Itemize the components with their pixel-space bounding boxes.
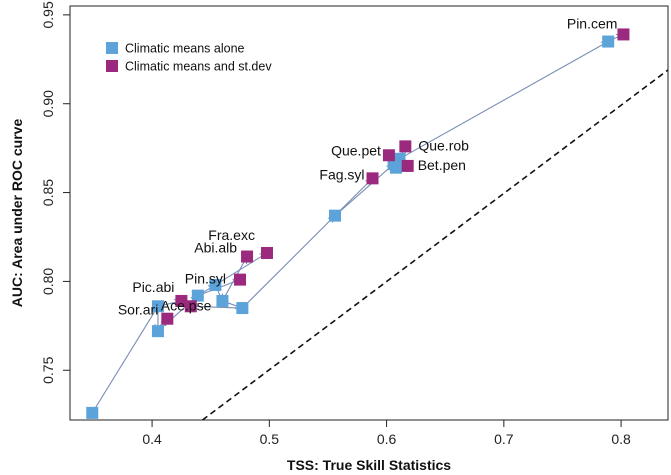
plot-frame [69, 5, 669, 421]
species-label: Que.rob [418, 137, 469, 153]
reference-line-group [202, 69, 669, 421]
legend-label: Climatic means alone [125, 42, 245, 56]
point-climatic-means-and-stdev [401, 159, 414, 172]
point-climatic-means-and-stdev [382, 149, 395, 162]
x-axis-title: TSS: True Skill Statistics [287, 457, 451, 473]
legend-swatch [106, 42, 118, 54]
point-climatic-means-alone [602, 35, 615, 48]
point-climatic-means-alone [209, 278, 222, 291]
point-climatic-means-alone [151, 325, 164, 338]
y-tick-label: 0.90 [40, 90, 56, 117]
x-tick-label: 0.4 [142, 431, 162, 447]
point-climatic-means-alone [86, 406, 99, 419]
x-tick-label: 0.7 [494, 431, 514, 447]
point-climatic-means-and-stdev [234, 273, 247, 286]
point-climatic-means-and-stdev [260, 246, 273, 259]
point-climatic-means-and-stdev [241, 250, 254, 263]
point-climatic-means-alone [236, 302, 249, 315]
shift-arrow [215, 253, 267, 286]
species-label: Abi.alb [194, 240, 237, 256]
species-label: Ace.pse [161, 297, 212, 313]
species-label: Pin.cem [567, 15, 618, 31]
species-label: Que.pet [331, 142, 381, 158]
y-axis-ticks: 0.75 0.80 0.85 0.90 0.95 [40, 1, 70, 384]
species-label: Pin.syl [185, 271, 226, 287]
y-tick-label: 0.80 [40, 268, 56, 295]
species-label: Fra.exc [208, 227, 255, 243]
point-climatic-means-and-stdev [184, 300, 197, 313]
point-climatic-means-and-stdev [161, 312, 174, 325]
x-tick-label: 0.5 [260, 431, 280, 447]
point-climatic-means-and-stdev [617, 28, 630, 41]
species-label: Pic.abi [132, 279, 174, 295]
species-label: Bet.pen [418, 157, 466, 173]
legend-swatch [106, 60, 118, 72]
point-climatic-means-alone [328, 209, 341, 222]
point-climatic-means-and-stdev [399, 140, 412, 153]
trajectory-arrow [91, 306, 158, 414]
legend-label: Climatic means and st.dev [125, 60, 272, 74]
point-climatic-means-and-stdev [366, 172, 379, 185]
y-tick-label: 0.95 [40, 1, 56, 28]
species-label: Fag.syl [319, 166, 364, 182]
y-tick-label: 0.85 [40, 179, 56, 206]
trajectory-arrow [241, 216, 335, 309]
x-tick-label: 0.8 [611, 431, 631, 447]
x-axis-ticks: 0.4 0.5 0.6 0.7 0.8 [142, 420, 631, 447]
point-climatic-means-and-stdev [175, 294, 188, 307]
arrows-group [91, 34, 623, 414]
y-axis-title: AUC: Area under ROC curve [9, 119, 25, 308]
species-label: Sor.ari [118, 302, 158, 318]
trajectory-arrow [334, 164, 394, 217]
x-tick-label: 0.6 [377, 431, 397, 447]
shift-arrow [334, 178, 373, 217]
point-climatic-means-alone [216, 294, 229, 307]
reference-dashed-line [202, 69, 669, 421]
point-labels-group: Pin.cem Que.rob Que.pet Bet.pen Fag.syl Fra.e… [118, 15, 618, 317]
y-tick-label: 0.75 [40, 356, 56, 383]
trajectory-arrow [399, 42, 608, 160]
shift-arrow [191, 306, 243, 308]
points-group [86, 28, 630, 419]
point-climatic-means-alone [151, 300, 164, 313]
legend: Climatic means alone Climatic means and s… [106, 42, 272, 74]
point-climatic-means-alone [389, 161, 402, 174]
point-climatic-means-alone [191, 289, 204, 302]
